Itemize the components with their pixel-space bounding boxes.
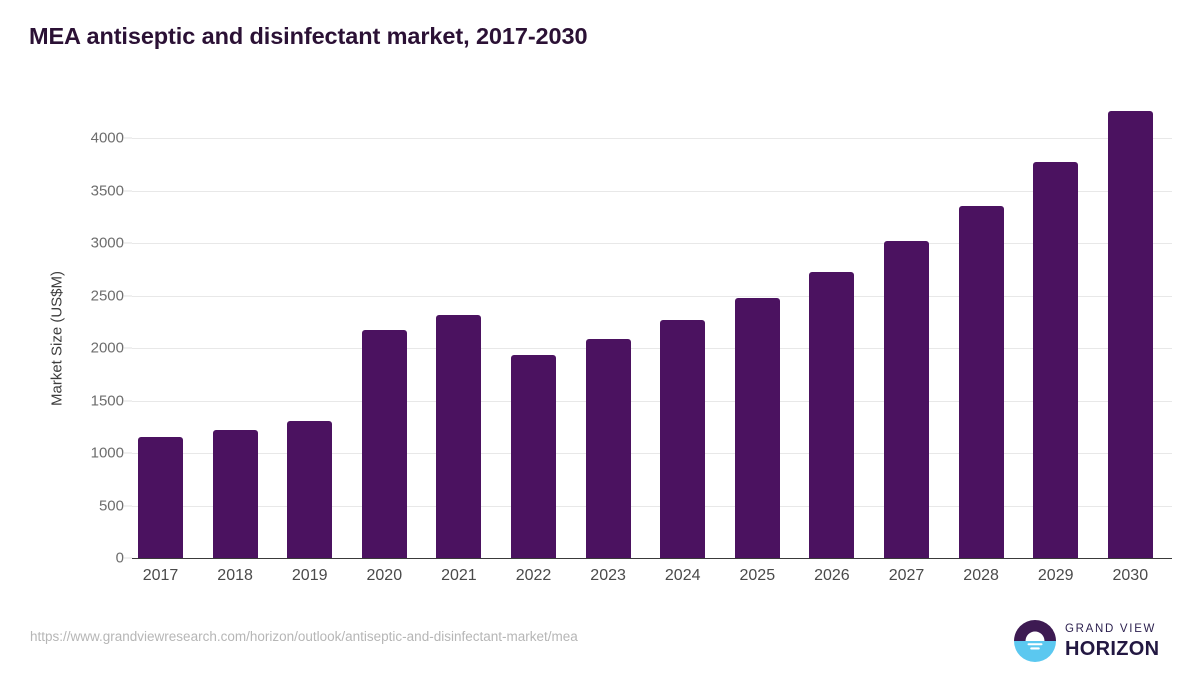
x-tick-label: 2030 xyxy=(1112,567,1149,584)
grand-view-horizon-logo[interactable]: GRAND VIEW HORIZON xyxy=(1014,620,1159,662)
y-tick-mark xyxy=(124,137,132,139)
y-tick-label: 2000 xyxy=(90,339,124,357)
x-tick-label: 2022 xyxy=(515,567,552,584)
x-axis-line xyxy=(132,557,1172,559)
y-tick-label: 1000 xyxy=(90,444,124,462)
x-tick-label: 2028 xyxy=(963,567,999,584)
bar-2021[interactable] xyxy=(436,315,482,558)
logo-line-1: GRAND VIEW xyxy=(1065,623,1157,636)
logo-line-2: HORIZON xyxy=(1065,637,1160,660)
bar-2024[interactable] xyxy=(660,320,706,558)
sunrise-circle-icon xyxy=(1014,620,1056,662)
x-tick-label: 2026 xyxy=(814,567,850,584)
x-tick-label: 2029 xyxy=(1037,567,1074,584)
x-tick-label: 2024 xyxy=(664,567,701,584)
y-tick-label: 3000 xyxy=(90,234,124,252)
bar-2030[interactable] xyxy=(1107,111,1153,558)
bar-2023[interactable] xyxy=(585,339,631,558)
logo-wordmark: GRAND VIEW HORIZON xyxy=(1065,623,1159,659)
y-tick-mark xyxy=(124,347,132,349)
y-axis-ticks: 0 500 1000 1500 2000 2500 3000 3500 4000 xyxy=(0,0,132,675)
bar-2017[interactable] xyxy=(138,437,183,558)
x-tick-label: 2021 xyxy=(441,567,477,584)
x-tick-label: 2017 xyxy=(142,567,179,584)
y-tick-mark xyxy=(124,400,132,401)
y-tick-label: 3500 xyxy=(90,182,124,199)
gridline xyxy=(132,295,1172,297)
x-tick-label: 2020 xyxy=(366,567,403,584)
y-tick-mark xyxy=(124,505,132,506)
gridline xyxy=(132,400,1172,402)
gridline xyxy=(132,348,1172,349)
y-tick-label: 0 xyxy=(115,549,124,567)
bar-2019[interactable] xyxy=(287,420,333,558)
x-tick-label: 2023 xyxy=(590,567,626,584)
source-url[interactable]: https://www.grandviewresearch.com/horizo… xyxy=(30,629,578,644)
gridline xyxy=(132,138,1172,139)
bar-2025[interactable] xyxy=(734,298,780,558)
gridline xyxy=(132,190,1172,192)
y-tick-label: 500 xyxy=(98,497,124,514)
y-tick-mark xyxy=(124,295,132,296)
x-tick-label: 2018 xyxy=(217,567,253,584)
gridline xyxy=(132,243,1172,244)
gridline xyxy=(132,505,1172,507)
gridlines xyxy=(132,0,1172,675)
y-tick-mark xyxy=(124,242,132,244)
y-tick-mark xyxy=(124,190,132,191)
y-tick-mark xyxy=(124,557,132,559)
y-tick-label: 2500 xyxy=(90,287,124,304)
x-tick-label: 2027 xyxy=(888,567,925,584)
bar-2026[interactable] xyxy=(809,272,855,558)
y-tick-mark xyxy=(124,452,132,454)
page-title: MEA antiseptic and disinfectant market, … xyxy=(29,23,588,49)
y-tick-label: 1500 xyxy=(90,392,124,409)
x-tick-label: 2025 xyxy=(739,567,776,584)
bar-2029[interactable] xyxy=(1033,162,1079,558)
bar-2028[interactable] xyxy=(958,205,1004,558)
bar-2027[interactable] xyxy=(884,241,929,558)
bar-2018[interactable] xyxy=(212,430,258,558)
y-tick-label: 4000 xyxy=(90,129,124,147)
x-tick-label: 2019 xyxy=(291,567,328,584)
gridline xyxy=(132,453,1172,454)
bar-2020[interactable] xyxy=(361,329,407,558)
bar-2022[interactable] xyxy=(511,354,556,558)
